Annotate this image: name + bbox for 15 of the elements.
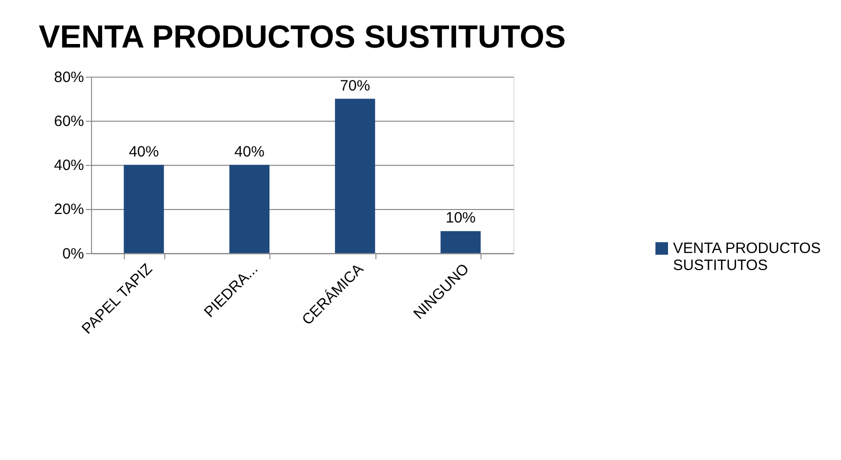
y-tick-label: 40%	[54, 157, 84, 174]
y-tick-label: 20%	[54, 201, 84, 218]
y-tick-label: 80%	[54, 68, 84, 86]
text: 40%	[234, 143, 264, 160]
text: 10%	[446, 210, 476, 227]
chart-title: VENTA PRODUCTOS SUSTITUTOS	[38, 18, 566, 55]
text: 40%	[128, 143, 159, 160]
legend-label: VENTA PRODUCTOS SUSTITUTOS	[672, 240, 821, 274]
bar	[334, 98, 376, 254]
bar	[124, 164, 164, 254]
y-tick-label: 60%	[54, 112, 84, 130]
text: 70%	[340, 77, 370, 94]
bar	[440, 231, 481, 254]
y-tick-label: 0%	[62, 245, 84, 262]
bar	[229, 164, 270, 254]
